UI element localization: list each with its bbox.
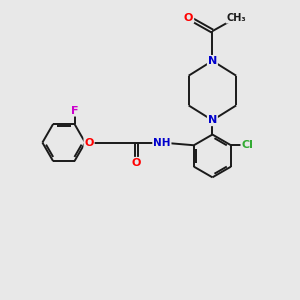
Text: F: F bbox=[71, 106, 78, 116]
Text: O: O bbox=[184, 13, 193, 23]
Text: O: O bbox=[132, 158, 141, 168]
Text: Cl: Cl bbox=[242, 140, 253, 150]
Text: O: O bbox=[84, 138, 94, 148]
Text: N: N bbox=[208, 115, 217, 125]
Text: CH₃: CH₃ bbox=[226, 13, 246, 23]
Text: NH: NH bbox=[153, 138, 171, 148]
Text: N: N bbox=[208, 56, 217, 66]
